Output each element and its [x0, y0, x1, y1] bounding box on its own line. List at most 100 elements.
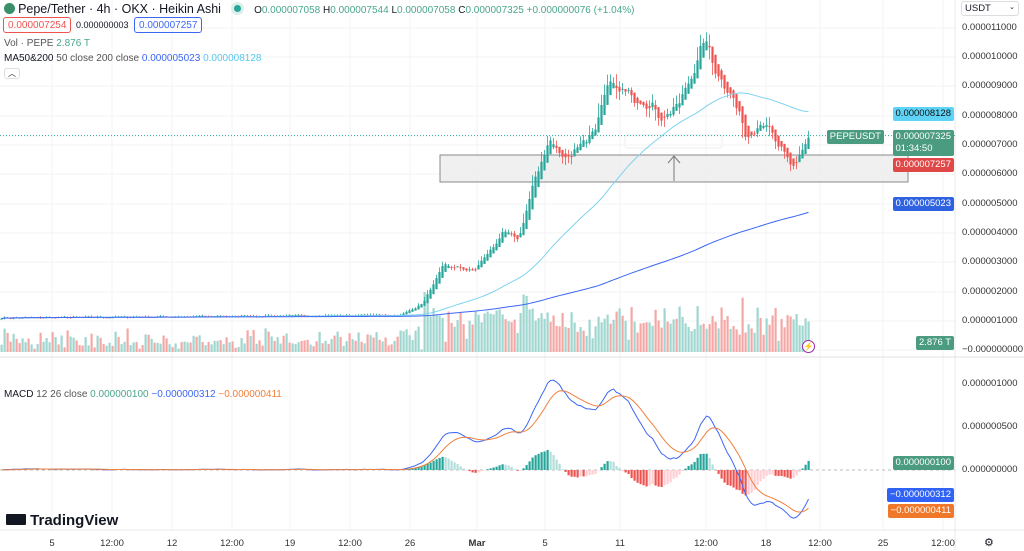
volume-bar [807, 321, 810, 352]
candle-body [612, 83, 615, 89]
candle-body [576, 147, 579, 153]
tradingview-logo[interactable]: TradingView [6, 512, 118, 529]
candle-body [603, 94, 606, 115]
spread-value: 0.000000003 [76, 20, 129, 30]
volume-bar [726, 316, 729, 352]
volume-bar [447, 311, 450, 352]
volume-bar [246, 330, 249, 352]
candle-body [492, 247, 495, 254]
volume-bar [513, 319, 516, 352]
volume-bar [93, 347, 96, 352]
candle-body [450, 266, 453, 268]
volume-bar [186, 342, 189, 352]
volume-bar [387, 345, 390, 352]
macd-histogram-bar [423, 465, 426, 470]
candle-body [507, 232, 510, 235]
candle-body [774, 129, 777, 142]
candle-body [438, 271, 441, 284]
candle-body [408, 310, 411, 314]
macd-histogram-bar [591, 470, 594, 475]
candle-body [600, 105, 603, 125]
price-axis-label: 0.000001000 [962, 315, 1018, 326]
macd-line-tag: −0.000000312 [886, 488, 954, 502]
volume-bar [648, 322, 651, 352]
candle-body [717, 64, 720, 77]
c-label: C [458, 5, 466, 16]
macd-histogram-bar [771, 470, 774, 475]
candle-body [579, 143, 582, 151]
settings-gear-icon[interactable]: ⚙ [984, 537, 994, 549]
buy-button[interactable]: 0.000007257 [134, 17, 203, 33]
volume-bar [771, 315, 774, 352]
time-axis-label: 12:00 [220, 538, 244, 549]
volume-bar [549, 321, 552, 352]
volume-bar [573, 322, 576, 352]
candle-body [789, 152, 792, 165]
volume-bar [348, 333, 351, 352]
time-axis-label: 12:00 [931, 538, 955, 549]
candle-body [693, 73, 696, 84]
macd-histogram-bar [570, 470, 573, 477]
volume-bar [741, 297, 744, 352]
volume-bar [237, 346, 240, 352]
volume-bar [168, 344, 171, 352]
candle-body [426, 294, 429, 304]
macd-histogram-bar [720, 470, 723, 479]
macd-histogram-bar [669, 470, 672, 483]
candle-body [753, 133, 756, 135]
volume-bar [195, 336, 198, 352]
macd-histogram-bar [531, 457, 534, 470]
candle-body [108, 317, 111, 319]
candle-body [519, 233, 522, 238]
volume-bar [579, 326, 582, 352]
candle-body [420, 304, 423, 308]
macd-histogram-bar [690, 464, 693, 470]
macd-histogram-bar [663, 470, 666, 486]
currency-select[interactable]: USDT ⌄ [961, 1, 1019, 16]
volume-bar [774, 308, 777, 352]
macd-histogram-bar [600, 467, 603, 470]
macd-histogram-bar [774, 470, 777, 476]
candle-body [714, 54, 717, 74]
macd-histogram-bar [453, 462, 456, 470]
candle-body [645, 103, 648, 109]
candle-body [573, 149, 576, 157]
volume-bar [315, 341, 318, 352]
candle-body [741, 106, 744, 124]
collapse-legend-button[interactable]: ︿ [4, 68, 20, 79]
volume-bar [714, 321, 717, 352]
candle-body [459, 266, 462, 268]
chart-title[interactable]: Pepe/Tether · 4h · OKX · Heikin Ashi [18, 2, 221, 16]
volume-bar [402, 331, 405, 352]
candle-body [699, 46, 702, 70]
volume-bar [333, 335, 336, 352]
volume-bar [627, 339, 630, 352]
macd-histogram-bar [678, 470, 681, 475]
volume-bar [522, 294, 525, 352]
volume-bar [750, 328, 753, 352]
volume-bar [135, 341, 138, 352]
volume-bar [729, 328, 732, 352]
macd-histogram-bar [480, 470, 483, 472]
volume-bar [600, 322, 603, 352]
change-value: +0.000000076 (+1.04%) [526, 5, 635, 16]
macd-histogram-bar [780, 470, 783, 477]
macd-histogram-bar [510, 466, 513, 470]
sell-button[interactable]: 0.000007254 [3, 17, 72, 33]
macd-histogram-bar [684, 468, 687, 470]
candle-body [159, 315, 162, 317]
candle-body [465, 268, 468, 271]
time-axis-label: 12:00 [100, 538, 124, 549]
price-axis-label: 0.000003000 [962, 256, 1018, 267]
macd-histogram-bar [708, 457, 711, 470]
lightning-icon[interactable]: ⚡ [802, 340, 815, 353]
volume-bar [321, 343, 324, 352]
macd-histogram-bar [438, 457, 441, 470]
candle-body [417, 305, 420, 310]
time-axis-label: 25 [877, 538, 889, 549]
macd-histogram-bar [420, 466, 423, 470]
candle-body [483, 257, 486, 264]
candle-body [588, 135, 591, 143]
macd-line [1, 379, 809, 519]
